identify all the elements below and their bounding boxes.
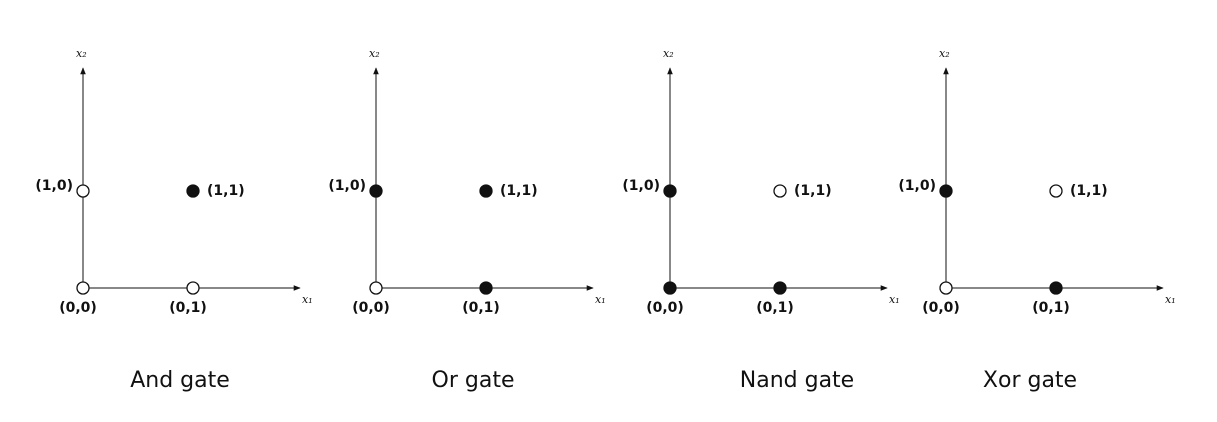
y-axis-label: x₂ [76, 47, 87, 60]
point-label: (1,0) [328, 178, 366, 194]
point-label: (0,1) [462, 300, 500, 316]
point-label: (0,0) [59, 300, 97, 316]
point-label: (0,0) [922, 300, 960, 316]
point-label: (1,1) [1070, 183, 1108, 199]
x-axis-label: x₁ [595, 293, 606, 306]
point-label: (0,0) [352, 300, 390, 316]
point-label: (0,1) [1032, 300, 1070, 316]
point [479, 184, 493, 198]
gate-title: And gate [130, 368, 230, 393]
point-label: (1,1) [794, 183, 832, 199]
gate-panel: x₁ x₂ (0,0) (0,1) (1,0) (1,1) Nand gate [622, 47, 899, 393]
point [186, 281, 200, 295]
point [479, 281, 493, 295]
x-axis-label: x₁ [1165, 293, 1176, 306]
gate-title: Nand gate [740, 368, 854, 393]
point-label: (1,0) [35, 178, 73, 194]
point-label: (0,1) [169, 300, 207, 316]
point [1049, 184, 1063, 198]
point [939, 281, 953, 295]
point-label: (1,1) [500, 183, 538, 199]
y-axis-label: x₂ [939, 47, 950, 60]
point [369, 281, 383, 295]
point-label: (0,0) [646, 300, 684, 316]
x-axis-label: x₁ [889, 293, 900, 306]
y-axis-label: x₂ [663, 47, 674, 60]
gate-panel: x₁ x₂ (0,0) (0,1) (1,0) (1,1) And gate [35, 47, 312, 393]
x-axis-label: x₁ [302, 293, 313, 306]
point [773, 281, 787, 295]
point [939, 184, 953, 198]
point [773, 184, 787, 198]
y-axis-label: x₂ [369, 47, 380, 60]
point-label: (1,0) [622, 178, 660, 194]
gate-title: Or gate [432, 368, 515, 393]
point [76, 184, 90, 198]
point-label: (1,1) [207, 183, 245, 199]
point-label: (0,1) [756, 300, 794, 316]
point [1049, 281, 1063, 295]
gate-panel: x₁ x₂ (0,0) (0,1) (1,0) (1,1) Or gate [328, 47, 605, 393]
point [663, 184, 677, 198]
gate-panel: x₁ x₂ (0,0) (0,1) (1,0) (1,1) Xor gate [898, 47, 1175, 393]
point [76, 281, 90, 295]
point-label: (1,0) [898, 178, 936, 194]
point [663, 281, 677, 295]
point [369, 184, 383, 198]
point [186, 184, 200, 198]
gate-title: Xor gate [983, 368, 1077, 393]
